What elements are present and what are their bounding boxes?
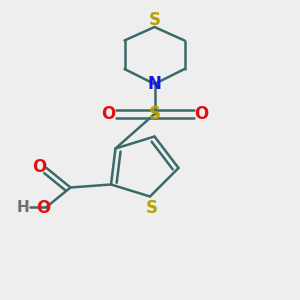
Text: S: S <box>148 11 160 29</box>
Text: O: O <box>194 105 208 123</box>
Text: O: O <box>101 105 115 123</box>
Text: S: S <box>146 199 158 217</box>
Text: S: S <box>148 105 160 123</box>
Text: O: O <box>32 158 46 175</box>
Text: H: H <box>17 200 30 214</box>
Text: N: N <box>148 75 161 93</box>
Text: O: O <box>36 199 50 217</box>
